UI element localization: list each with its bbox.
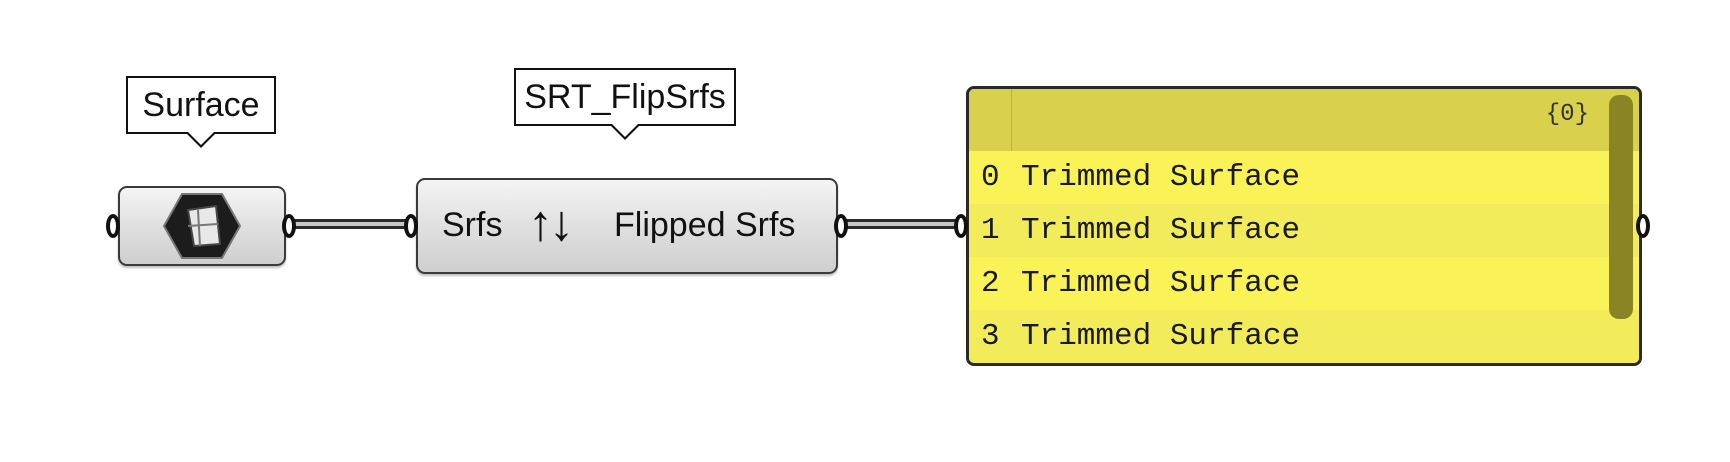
panel-row[interactable]: 2 Trimmed Surface — [969, 257, 1639, 310]
panel-row[interactable]: 3 Trimmed Surface — [969, 310, 1639, 363]
row-index: 1 — [981, 213, 1000, 248]
wire-flip-to-panel[interactable] — [844, 219, 958, 229]
flip-tag-pointer-fill — [612, 124, 638, 137]
surface-tag-pointer-fill — [188, 132, 214, 145]
flip-srfs-component[interactable]: Srfs ↑↓ Flipped Srfs — [416, 178, 838, 274]
row-index: 0 — [981, 160, 1000, 195]
row-value: Trimmed Surface — [1021, 266, 1301, 301]
panel-row[interactable]: 0 Trimmed Surface — [969, 151, 1639, 204]
panel-input-port[interactable] — [954, 214, 968, 238]
panel-scrollbar[interactable] — [1609, 95, 1633, 319]
input-srfs-label[interactable]: Srfs — [442, 206, 503, 244]
row-value: Trimmed Surface — [1021, 319, 1301, 354]
row-value: Trimmed Surface — [1021, 160, 1301, 195]
panel-row[interactable]: 1 Trimmed Surface — [969, 204, 1639, 257]
output-panel[interactable]: {0} 0 Trimmed Surface 1 Trimmed Surface … — [966, 86, 1642, 366]
surface-input-port[interactable] — [106, 214, 120, 238]
surface-param-component[interactable] — [118, 186, 286, 266]
wire-surface-to-flip[interactable] — [290, 219, 412, 229]
output-flipped-srfs-label[interactable]: Flipped Srfs — [614, 206, 796, 244]
surface-icon — [162, 193, 242, 259]
surface-output-port[interactable] — [282, 214, 296, 238]
flip-output-port[interactable] — [834, 214, 848, 238]
surface-name-tag: Surface — [126, 76, 276, 134]
flip-tag-label: SRT_FlipSrfs — [524, 78, 726, 116]
row-index: 3 — [981, 319, 1000, 354]
panel-output-port[interactable] — [1636, 214, 1650, 238]
row-index: 2 — [981, 266, 1000, 301]
up-down-arrows-icon: ↑↓ — [528, 195, 574, 251]
flip-name-tag: SRT_FlipSrfs — [514, 68, 736, 126]
surface-tag-label: Surface — [142, 86, 260, 124]
panel-header: {0} — [969, 89, 1639, 151]
flip-input-port[interactable] — [404, 214, 418, 238]
panel-branch-path: {0} — [1545, 101, 1589, 128]
row-value: Trimmed Surface — [1021, 213, 1301, 248]
